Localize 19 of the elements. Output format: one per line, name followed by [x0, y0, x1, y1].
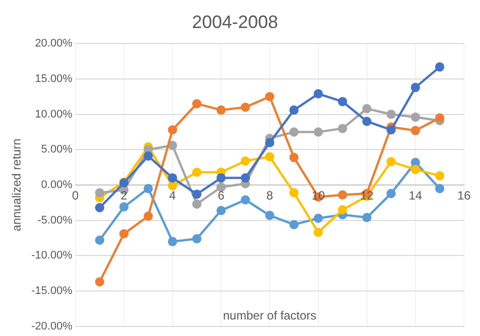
y-tick-label: -10.00% — [31, 250, 73, 262]
y-tick-label: 15.00% — [35, 72, 73, 85]
x-axis-title: number of factors — [223, 308, 316, 323]
y-tick-label: 5.00% — [41, 144, 73, 156]
x-tick-label: 6 — [218, 188, 225, 202]
x-tick-label: 4 — [169, 188, 176, 202]
x-tick-label: 14 — [408, 188, 422, 202]
x-tick-label: 16 — [457, 188, 471, 202]
y-tick-label: -20.00% — [31, 320, 73, 332]
x-tick-label: 2 — [120, 188, 128, 202]
chart-title: 2004-2008 — [192, 12, 278, 32]
x-tick-label: 0 — [72, 188, 80, 202]
y-tick-label: 10.00% — [35, 108, 73, 120]
y-tick-label: -15.00% — [31, 285, 73, 298]
y-tick-label: -5.00% — [38, 214, 73, 226]
y-tick-label: 0.00% — [41, 179, 73, 192]
x-tick-label: 8 — [266, 188, 274, 202]
y-tick-label: 20.00% — [35, 38, 73, 50]
y-axis-title: annualized return — [10, 138, 24, 232]
